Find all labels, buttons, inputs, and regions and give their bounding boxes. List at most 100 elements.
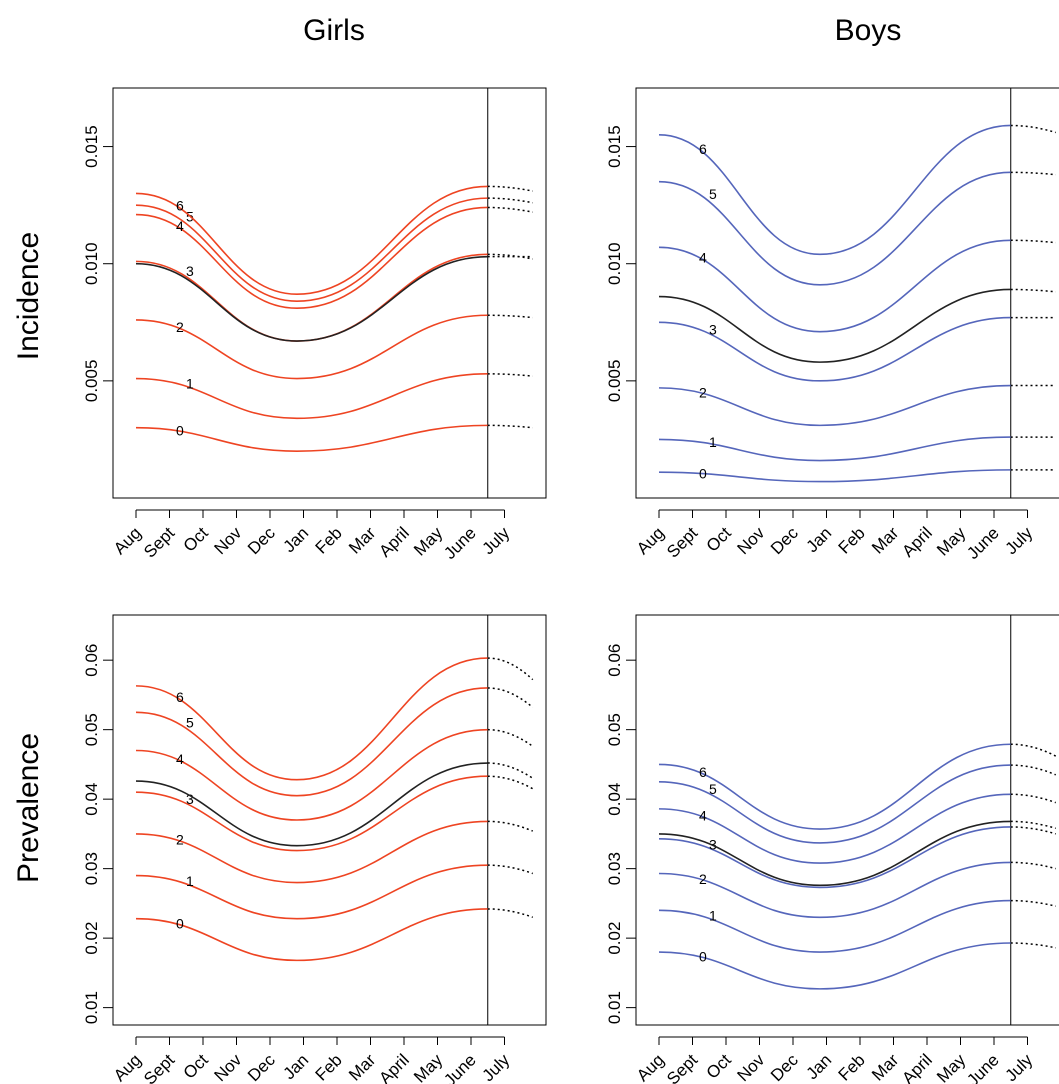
series-line bbox=[658, 942, 1011, 990]
series-label: 3 bbox=[186, 791, 194, 807]
y-tick-label: 0.02 bbox=[82, 922, 101, 955]
series-line bbox=[135, 206, 488, 310]
x-tick-label: Jan bbox=[280, 523, 313, 556]
series-label: 2 bbox=[176, 319, 184, 335]
series-line bbox=[658, 764, 1011, 844]
x-tick-label: April bbox=[898, 1050, 935, 1084]
series-extrapolation bbox=[1010, 743, 1057, 757]
series-line bbox=[658, 861, 1011, 919]
x-tick-label: May bbox=[933, 523, 969, 559]
y-tick-label: 0.03 bbox=[605, 852, 624, 885]
series-label: 2 bbox=[699, 384, 707, 400]
y-tick-label: 0.02 bbox=[605, 922, 624, 955]
series-line bbox=[135, 424, 488, 452]
series-extrapolation bbox=[487, 657, 534, 681]
series-label: 6 bbox=[176, 689, 184, 705]
series-line bbox=[658, 826, 1011, 889]
plot-frame bbox=[635, 87, 1059, 499]
x-tick-label: Sept bbox=[140, 523, 178, 561]
series-line bbox=[658, 384, 1011, 427]
plot-frame bbox=[112, 87, 547, 499]
x-tick-label: Nov bbox=[211, 1050, 246, 1084]
column-title-girls: Girls bbox=[303, 14, 365, 47]
x-tick-label: Nov bbox=[211, 523, 246, 558]
y-tick-label: 0.010 bbox=[82, 242, 101, 285]
series-extrapolation bbox=[1010, 793, 1057, 804]
x-tick-label: June bbox=[963, 523, 1003, 563]
x-tick-label: Aug bbox=[110, 1050, 145, 1084]
series-extrapolation bbox=[1010, 239, 1056, 244]
series-line bbox=[658, 239, 1011, 333]
series-line bbox=[135, 373, 488, 420]
series-extrapolation bbox=[487, 728, 534, 747]
x-tick-label: Mar bbox=[345, 523, 379, 557]
x-tick-label: July bbox=[479, 523, 514, 558]
series-label: 6 bbox=[699, 764, 707, 780]
series-extrapolation bbox=[1010, 899, 1056, 907]
series-label: 0 bbox=[699, 465, 707, 481]
x-tick-label: June bbox=[963, 1050, 1003, 1084]
plot-frame bbox=[635, 614, 1059, 1026]
series-line bbox=[135, 314, 488, 380]
x-tick-label: Oct bbox=[180, 523, 212, 555]
column-title-boys: Boys bbox=[835, 14, 902, 47]
series-extrapolation bbox=[1010, 861, 1056, 870]
series-line bbox=[135, 185, 488, 295]
plot-frame bbox=[112, 614, 547, 1026]
y-tick-label: 0.01 bbox=[82, 991, 101, 1024]
series-label: 2 bbox=[176, 832, 184, 848]
series-line bbox=[658, 316, 1011, 382]
row-title-prevalence: Prevalence bbox=[12, 733, 45, 883]
x-tick-label: Aug bbox=[633, 1050, 668, 1084]
x-tick-label: Sept bbox=[140, 1050, 178, 1084]
series-extrapolation bbox=[487, 253, 533, 260]
series-extrapolation bbox=[487, 206, 533, 213]
y-tick-label: 0.06 bbox=[82, 644, 101, 677]
series-line bbox=[135, 762, 488, 847]
x-tick-label: May bbox=[410, 1050, 446, 1084]
y-tick-label: 0.010 bbox=[605, 242, 624, 285]
x-tick-label: May bbox=[410, 523, 446, 559]
x-tick-label: July bbox=[479, 1050, 514, 1084]
x-tick-label: Feb bbox=[835, 523, 869, 557]
series-extrapolation bbox=[1010, 826, 1056, 835]
x-tick-label: Feb bbox=[835, 1050, 869, 1084]
x-tick-label: Jan bbox=[803, 523, 836, 556]
x-tick-label: July bbox=[1002, 523, 1037, 558]
y-tick-label: 0.05 bbox=[605, 713, 624, 746]
y-tick-label: 0.05 bbox=[82, 713, 101, 746]
series-line bbox=[135, 728, 488, 821]
x-tick-label: Nov bbox=[734, 1050, 769, 1084]
series-extrapolation bbox=[487, 908, 534, 918]
x-tick-label: Dec bbox=[244, 523, 279, 558]
series-line bbox=[658, 899, 1011, 953]
series-line bbox=[658, 469, 1011, 483]
y-tick-label: 0.015 bbox=[605, 125, 624, 168]
y-tick-label: 0.03 bbox=[82, 852, 101, 885]
series-label: 6 bbox=[176, 198, 184, 214]
series-extrapolation bbox=[487, 197, 533, 204]
series-label: 1 bbox=[186, 873, 194, 889]
x-tick-label: April bbox=[898, 523, 935, 560]
series-label: 4 bbox=[176, 751, 184, 767]
series-label: 3 bbox=[709, 837, 717, 853]
x-tick-label: Feb bbox=[312, 523, 346, 557]
series-line bbox=[658, 436, 1011, 462]
series-line bbox=[135, 687, 488, 797]
series-label: 5 bbox=[186, 714, 194, 730]
series-extrapolation bbox=[1010, 820, 1056, 830]
x-tick-label: May bbox=[933, 1050, 969, 1084]
series-extrapolation bbox=[1010, 124, 1056, 134]
series-label: 1 bbox=[186, 375, 194, 391]
series-line bbox=[658, 820, 1011, 887]
series-label: 0 bbox=[699, 948, 707, 964]
series-extrapolation bbox=[1010, 171, 1056, 176]
x-tick-label: April bbox=[375, 1050, 412, 1084]
series-line bbox=[658, 124, 1011, 256]
series-line bbox=[135, 775, 488, 852]
